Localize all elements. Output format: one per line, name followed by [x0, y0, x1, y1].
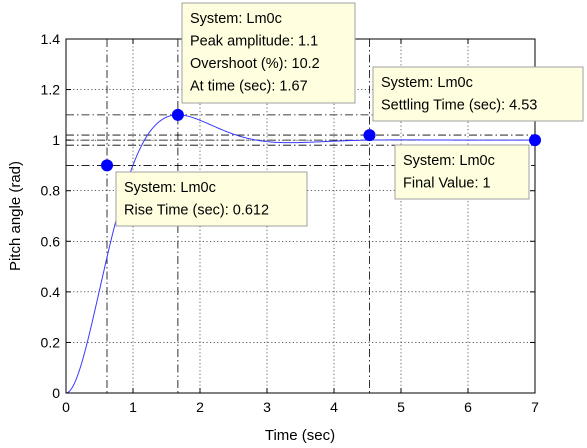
data-markers — [101, 108, 541, 172]
x-tick-label: 5 — [397, 399, 405, 415]
datatip-settling: System: Lm0c Settling Time (sec): 4.53 — [372, 66, 584, 122]
datatip-text: Settling Time (sec): 4.53 — [381, 98, 537, 114]
datatip-box — [372, 66, 584, 122]
datatip-box — [394, 144, 530, 200]
marker-rise — [101, 159, 114, 172]
datatip-box — [181, 2, 356, 104]
marker-final — [529, 134, 541, 147]
y-tick-label: 0.6 — [41, 233, 61, 249]
x-tick-label: 6 — [464, 399, 472, 415]
datatip-text: Overshoot (%): 10.2 — [190, 56, 320, 72]
datatip-box — [115, 171, 308, 227]
datatip-text: Final Value: 1 — [403, 176, 491, 192]
datatip-text: System: Lm0c — [124, 180, 216, 196]
datatip-peak: System: Lm0c Peak amplitude: 1.1 Overshoot… — [181, 2, 356, 104]
datatip-text: System: Lm0c — [381, 75, 473, 91]
x-tick-label: 7 — [531, 399, 539, 415]
x-tick-label: 3 — [263, 399, 271, 415]
y-tick-label: 0.2 — [41, 334, 61, 350]
marker-settling — [363, 129, 376, 142]
y-tick-label: 0 — [52, 385, 60, 401]
y-tick-label: 1.2 — [41, 82, 61, 98]
marker-peak — [171, 108, 184, 121]
x-tick-label: 1 — [129, 399, 137, 415]
y-tick-label: 0.4 — [41, 284, 61, 300]
x-tick-labels: 0 1 2 3 4 5 6 7 — [62, 399, 539, 415]
datatip-text: System: Lm0c — [190, 11, 282, 27]
datatip-text: Peak amplitude: 1.1 — [190, 34, 318, 50]
x-tick-label: 4 — [330, 399, 338, 415]
datatip-final: System: Lm0c Final Value: 1 — [394, 144, 530, 200]
y-tick-label: 1 — [52, 132, 60, 148]
datatip-text: Rise Time (sec): 0.612 — [124, 203, 269, 219]
x-tick-label: 0 — [62, 399, 70, 415]
datatip-rise: System: Lm0c Rise Time (sec): 0.612 — [115, 171, 308, 227]
x-axis-label: Time (sec) — [265, 427, 335, 444]
datatip-annotations: System: Lm0c Peak amplitude: 1.1 Overshoot… — [115, 2, 584, 227]
x-tick-label: 2 — [196, 399, 204, 415]
datatip-text: At time (sec): 1.67 — [190, 79, 308, 95]
y-axis-label: Pitch angle (rad) — [7, 161, 24, 271]
y-tick-label: 0.8 — [41, 183, 61, 199]
y-tick-labels: 0 0.2 0.4 0.6 0.8 1 1.2 1.4 — [41, 31, 61, 401]
datatip-text: System: Lm0c — [403, 153, 495, 169]
step-response-line — [65, 114, 535, 394]
y-tick-label: 1.4 — [41, 31, 61, 47]
